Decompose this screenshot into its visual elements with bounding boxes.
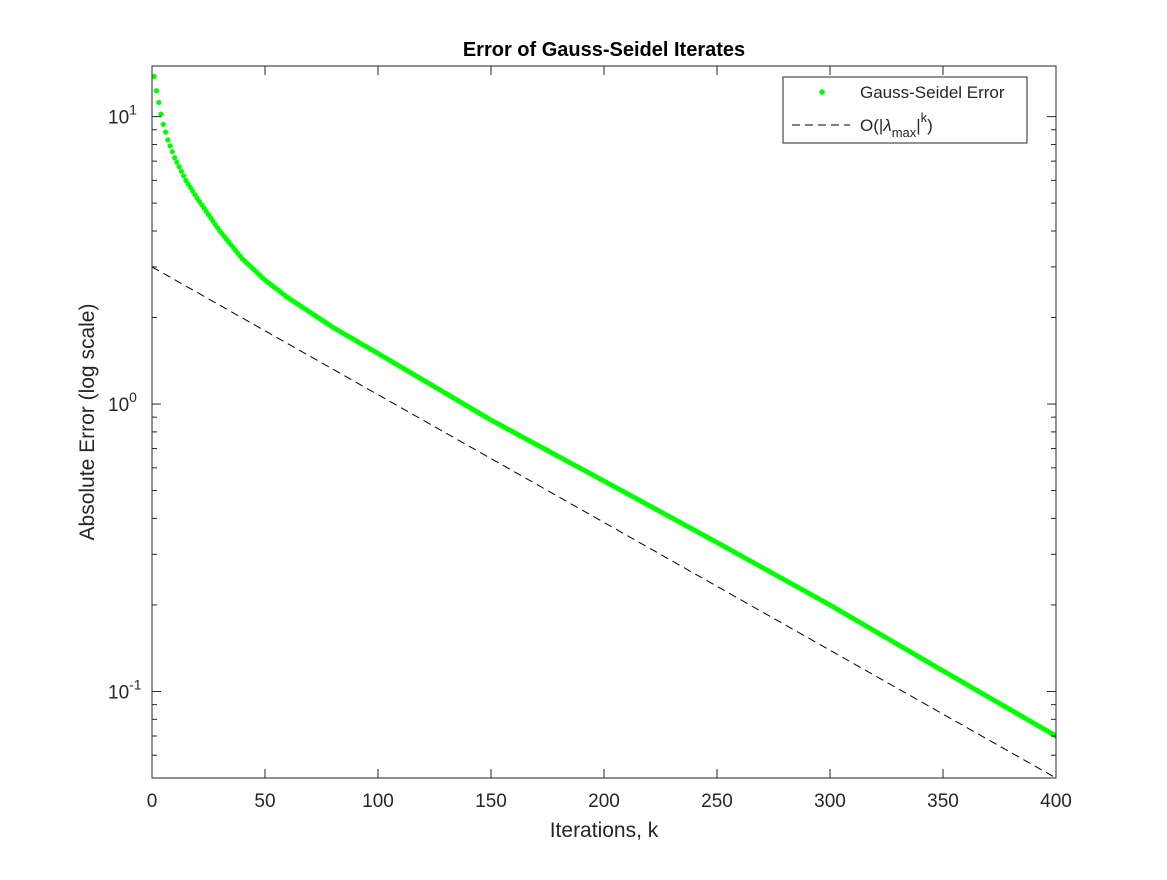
legend-label-gauss-seidel: Gauss-Seidel Error [860,83,1005,102]
gauss-seidel-error-point [167,143,173,149]
gauss-seidel-error-point [162,129,169,135]
gauss-seidel-error-point [176,164,182,170]
x-tick-label: 100 [362,791,394,812]
legend-marker-gauss-seidel [819,89,825,95]
x-tick-label: 150 [475,791,507,812]
gauss-seidel-error-point [153,88,160,94]
x-tick-label: 250 [701,791,733,812]
x-tick-label: 300 [814,791,846,812]
gauss-seidel-error-point [158,111,164,117]
gauss-seidel-error-point [181,173,187,179]
y-tick-label: 100 [108,389,137,416]
chart-title: Error of Gauss-Seidel Iterates [463,39,745,61]
gauss-seidel-error-point [160,121,166,127]
gauss-seidel-error-point [174,159,180,165]
series-layer [152,73,1056,778]
x-tick-label: 50 [254,791,275,812]
gauss-seidel-error-point [172,155,178,161]
gauss-seidel-error-point [152,73,157,80]
y-tick-label: 101 [108,102,137,129]
x-tick-label: 400 [1040,791,1072,812]
x-axis-title: Iterations, k [550,819,659,842]
x-tick-label: 0 [147,791,158,812]
legend: Gauss-Seidel Error O(|λmax|k) [782,76,1028,144]
gauss-seidel-error-point [165,137,171,143]
y-axis: 10-1 100 101 [108,102,1056,779]
x-tick-label: 350 [927,791,959,812]
x-axis: 0 50 100 150 200 250 300 350 400 [147,66,1072,812]
legend-label-bound: O(|λmax|k) [860,110,933,140]
bound-series-line [152,266,1056,778]
gauss-seidel-error-point [169,149,175,155]
plot-frame [151,65,1057,779]
x-tick-label: 200 [588,791,620,812]
gauss-seidel-error-point [156,99,162,106]
gauss-seidel-error-point [178,168,184,174]
y-tick-label: 10-1 [108,676,142,703]
legend-box [782,76,1028,144]
y-axis-title: Absolute Error (log scale) [76,304,99,541]
plot-area [151,65,1057,779]
